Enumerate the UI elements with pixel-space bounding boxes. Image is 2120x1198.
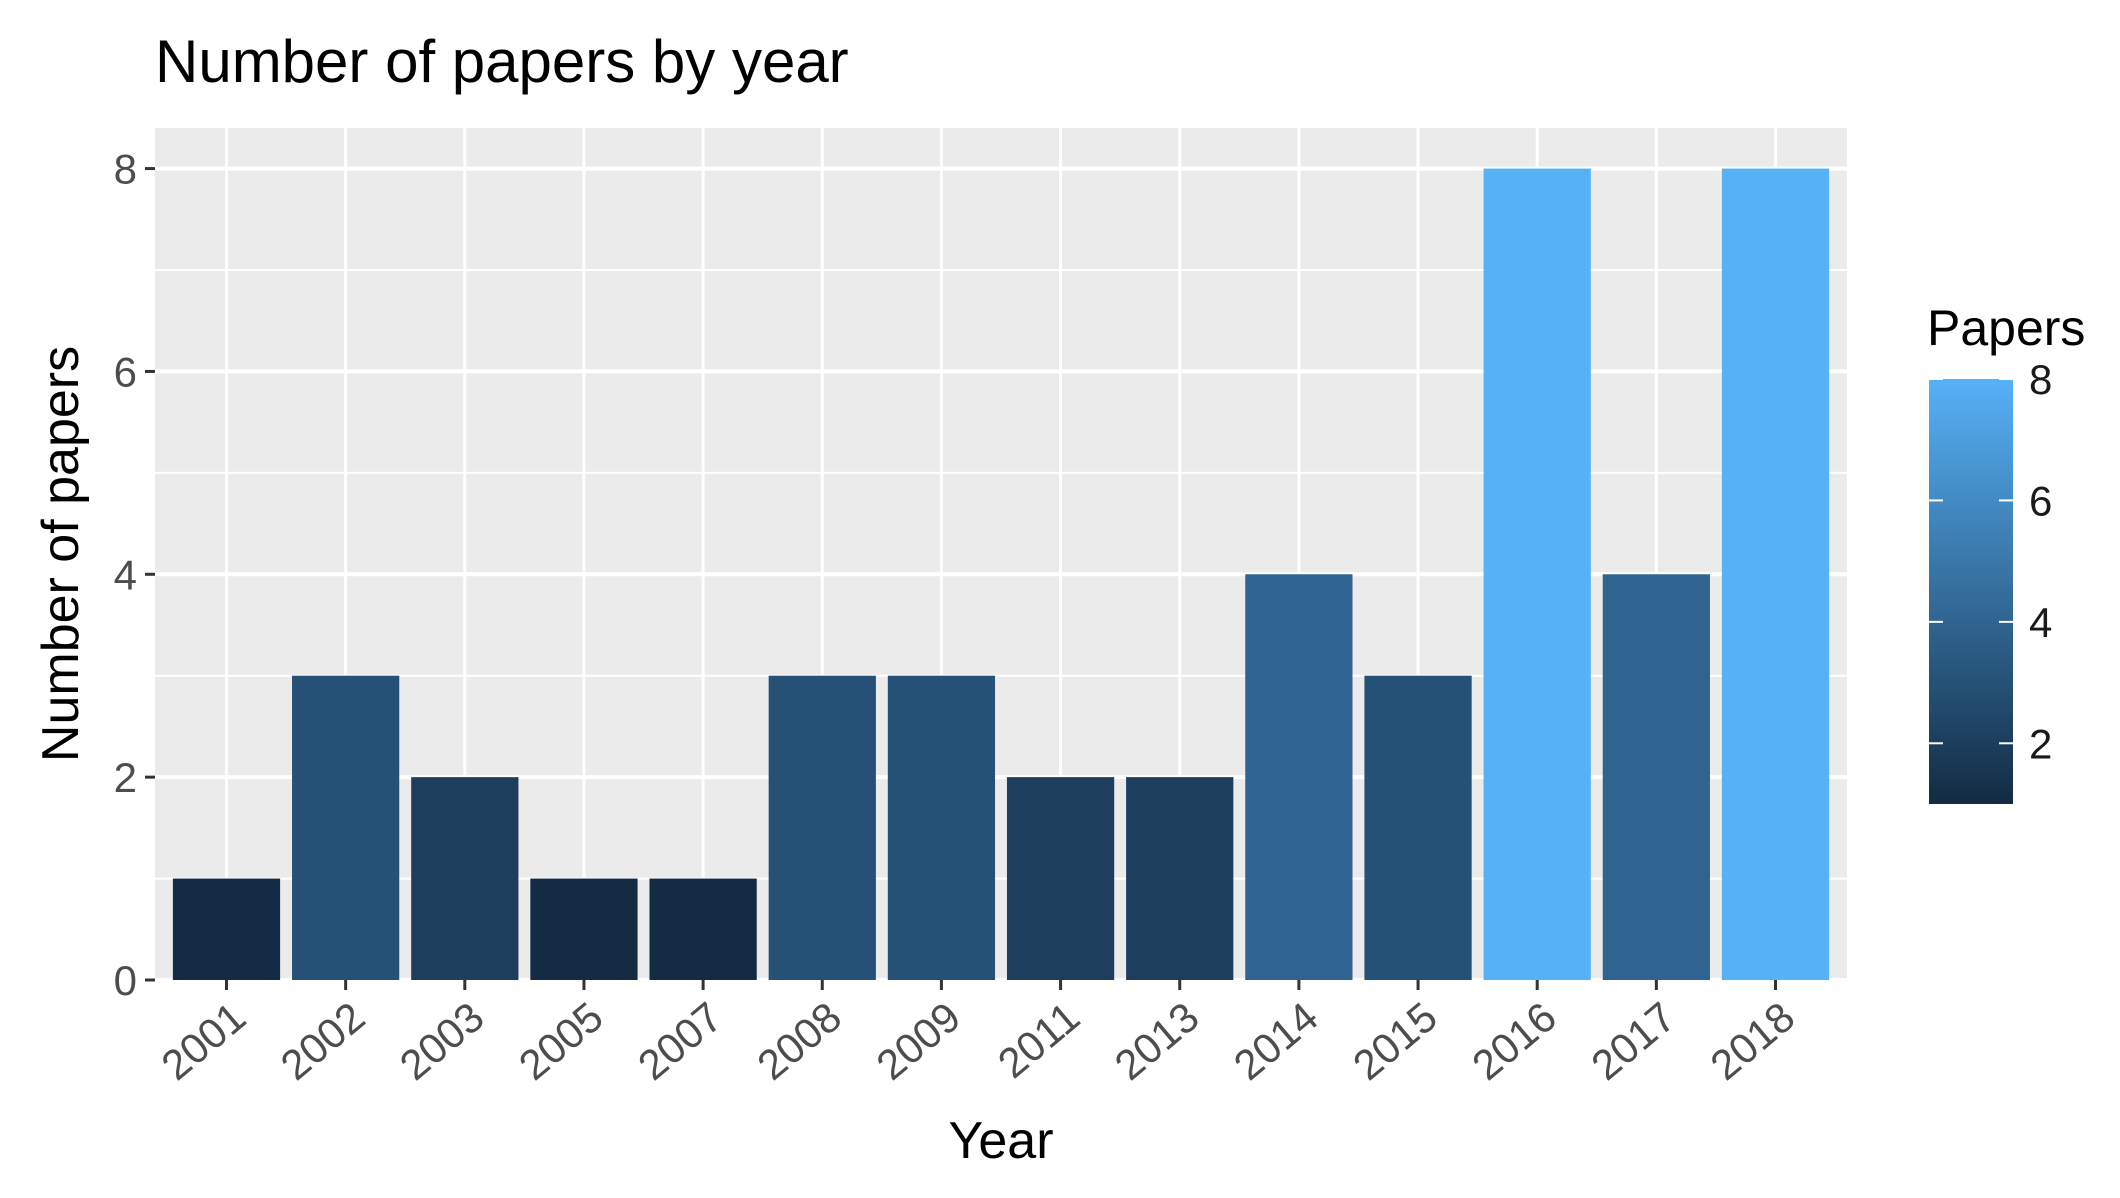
bar-2003: [411, 777, 519, 980]
bar-2011: [1006, 777, 1115, 980]
y-tick-label: 6: [114, 348, 137, 395]
x-tick-label: 2002: [272, 993, 374, 1089]
x-tick-label: 2015: [1344, 993, 1446, 1089]
bar-2013: [1126, 777, 1234, 980]
legend-tick-label: 6: [2029, 477, 2052, 524]
x-tick-label: 2011: [989, 993, 1088, 1087]
bar-2015: [1364, 675, 1472, 980]
bar-2014: [1245, 574, 1353, 980]
y-tick-label: 4: [114, 551, 137, 598]
plot-panel: [155, 128, 1847, 980]
bar-2001: [172, 878, 281, 980]
x-tick-label: 2001: [152, 993, 254, 1089]
legend-tick-label: 8: [2029, 356, 2052, 403]
y-tick-label: 0: [114, 957, 137, 1004]
bar-2007: [649, 878, 757, 980]
bar-2002: [292, 675, 400, 980]
x-tick-label: 2003: [391, 993, 493, 1089]
x-axis-title: Year: [948, 1112, 1053, 1170]
y-axis: 0 2 4 6 8: [114, 146, 155, 1004]
x-tick-label: 2008: [748, 993, 850, 1089]
x-tick-label: 2014: [1225, 993, 1327, 1089]
x-tick-label: 2007: [629, 993, 731, 1089]
legend-colorbar: [1929, 379, 2013, 804]
legend-ticks: 2 4 6 8: [1929, 356, 2052, 767]
x-tick-label: 2009: [867, 993, 969, 1089]
legend-title: Papers: [1927, 300, 2085, 356]
x-tick-label: 2018: [1702, 993, 1804, 1089]
bar-2018: [1721, 168, 1830, 981]
chart-title: Number of papers by year: [155, 28, 849, 95]
bar-2017: [1602, 574, 1710, 980]
y-tick-label: 8: [114, 146, 137, 193]
x-tick-label: 2017: [1582, 993, 1684, 1089]
legend: Papers 2 4 6 8: [1927, 300, 2085, 804]
x-axis: 2001 2002 2003 2005 2007 2008 2009 2011 2013 2014…: [152, 980, 1803, 1089]
legend-tick-label: 4: [2029, 599, 2052, 646]
x-tick-label: 2013: [1106, 993, 1208, 1089]
y-axis-title: Number of papers: [32, 346, 90, 762]
legend-tick-label: 2: [2029, 720, 2052, 767]
x-tick-label: 2016: [1463, 993, 1565, 1089]
bars: [172, 168, 1830, 981]
bar-2008: [768, 675, 876, 980]
bar-2005: [530, 878, 638, 980]
bar-2009: [887, 675, 996, 980]
bar-2016: [1483, 168, 1591, 981]
y-tick-label: 2: [114, 754, 137, 801]
x-tick-label: 2005: [510, 993, 612, 1089]
